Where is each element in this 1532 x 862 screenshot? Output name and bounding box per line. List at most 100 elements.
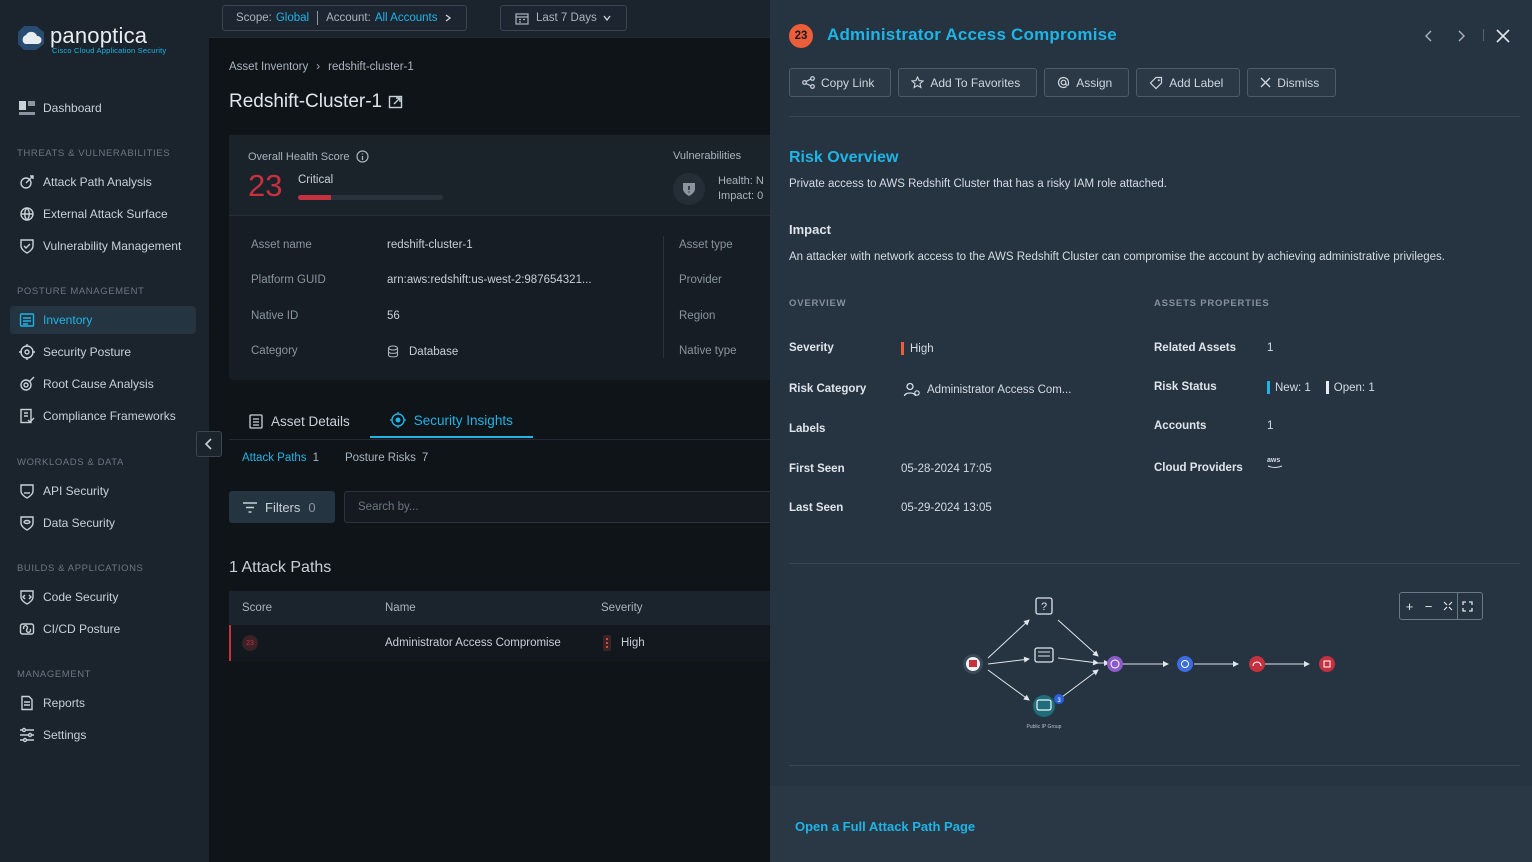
column-header[interactable]: Name — [385, 602, 416, 614]
prop-value: redshift-cluster-1 — [387, 239, 473, 251]
zoom-in-icon[interactable]: + — [1405, 598, 1414, 614]
filters-count: 0 — [308, 499, 316, 515]
sidebar-item-vulnerability-management[interactable]: Vulnerability Management — [10, 232, 196, 260]
prop-key: Asset type — [679, 239, 733, 251]
attack-path-detail-panel: 23 Administrator Access Compromise Copy … — [770, 0, 1532, 862]
impact-text: An attacker with network access to the A… — [789, 251, 1446, 263]
zoom-out-icon[interactable]: − — [1424, 598, 1433, 614]
breadcrumb-root[interactable]: Asset Inventory — [229, 61, 309, 73]
button-label: Dismiss — [1277, 75, 1320, 90]
graph-edge — [987, 669, 1030, 701]
share-icon — [802, 76, 815, 89]
next-button[interactable] — [1452, 27, 1470, 45]
sidebar-item-reports[interactable]: Reports — [10, 689, 196, 717]
risk-open-indicator — [1325, 381, 1329, 394]
button-label: Copy Link — [821, 75, 875, 90]
chevron-left-icon — [204, 438, 212, 450]
sidebar-item-dashboard[interactable]: Dashboard — [10, 94, 196, 122]
attack-path-graph[interactable]: ? 3 Public IP Group — [950, 590, 1350, 740]
accounts-label: Accounts — [1154, 420, 1207, 432]
assign-button[interactable]: Assign — [1044, 68, 1130, 97]
risk-category-text: Administrator Access Com... — [927, 384, 1072, 396]
graph-node-gateway[interactable] — [1034, 647, 1054, 663]
add-label-button[interactable]: Add Label — [1136, 68, 1241, 97]
insights-target-icon — [389, 412, 406, 428]
impact-title: Impact — [789, 222, 831, 237]
last-seen-value: 05-29-2024 13:05 — [901, 502, 992, 514]
logo[interactable]: panoptica Cisco Cloud Application Securi… — [16, 24, 166, 55]
tab-security-insights[interactable]: Security Insights — [369, 404, 533, 438]
health-summary: Overall Health Score 23 Critical Vulnera… — [229, 135, 789, 216]
button-label: Assign — [1076, 75, 1113, 90]
column-header[interactable]: Score — [242, 602, 273, 614]
account-label: Account: — [326, 12, 371, 24]
risk-score-badge: 23 — [789, 24, 813, 48]
cloud-providers-label: Cloud Providers — [1154, 462, 1243, 474]
sidebar: panoptica Cisco Cloud Application Securi… — [0, 0, 209, 862]
graph-node-redshift[interactable] — [1107, 656, 1123, 672]
external-link-icon[interactable] — [388, 94, 404, 110]
graph-node-source[interactable] — [963, 654, 983, 674]
graph-node-unknown[interactable]: ? — [1035, 597, 1053, 615]
calendar-icon — [515, 12, 529, 25]
date-range-selector[interactable]: Last 7 Days — [500, 5, 627, 31]
sidebar-section-title: POSTURE MANAGEMENT — [17, 286, 145, 297]
fullscreen-icon[interactable] — [1457, 593, 1477, 619]
add-to-favorites-button[interactable]: Add To Favorites — [898, 68, 1038, 97]
admin-user-icon — [903, 382, 920, 397]
sidebar-item-attack-path-analysis[interactable]: Attack Path Analysis — [10, 168, 196, 196]
sidebar-item-external-attack-surface[interactable]: External Attack Surface — [10, 200, 196, 228]
subtab-posture-risks[interactable]: Posture Risks 7 — [345, 452, 428, 464]
info-icon[interactable] — [355, 150, 369, 163]
table-row[interactable]: 23 Administrator Access Compromise High — [229, 625, 809, 661]
copy-link-button[interactable]: Copy Link — [789, 68, 892, 97]
sidebar-section-title: WORKLOADS & DATA — [17, 457, 124, 468]
report-icon — [18, 694, 36, 712]
close-icon — [1260, 77, 1271, 88]
scope-selector[interactable]: Scope: Global Account: All Accounts — [222, 5, 468, 31]
previous-button[interactable] — [1420, 27, 1438, 45]
sidebar-item-security-posture[interactable]: Security Posture — [10, 338, 196, 366]
prop-key: Native ID — [251, 310, 299, 322]
tab-asset-details[interactable]: Asset Details — [229, 404, 370, 438]
related-assets-value: 1 — [1267, 342, 1274, 354]
close-button[interactable] — [1494, 27, 1512, 45]
sidebar-item-data-security[interactable]: Data Security — [10, 509, 196, 537]
sidebar-item-code-security[interactable]: Code Security — [10, 583, 196, 611]
prop-value-category: Database — [387, 345, 458, 358]
graph-node-admin[interactable] — [1319, 656, 1335, 672]
search-input[interactable]: Search by... — [344, 491, 804, 523]
sidebar-item-inventory[interactable]: Inventory — [10, 306, 196, 334]
risk-category-label: Risk Category — [789, 383, 867, 395]
open-full-attack-path-link[interactable]: Open a Full Attack Path Page — [795, 819, 976, 834]
graph-edge — [1057, 619, 1099, 657]
subtab-count: 1 — [312, 452, 319, 464]
tag-icon — [1149, 76, 1163, 89]
graph-node-policy[interactable] — [1249, 656, 1265, 672]
sidebar-item-label: Data Security — [43, 516, 116, 530]
related-assets-label: Related Assets — [1154, 342, 1237, 354]
column-header[interactable]: Severity — [601, 602, 643, 614]
graph-edge — [987, 656, 1030, 665]
prop-key: Region — [679, 310, 716, 322]
sidebar-item-compliance-frameworks[interactable]: Compliance Frameworks — [10, 402, 196, 430]
sidebar-collapse-button[interactable] — [196, 431, 222, 457]
sidebar-item-settings[interactable]: Settings — [10, 721, 196, 749]
risk-category-value[interactable]: Administrator Access Com... — [903, 382, 1071, 398]
sidebar-item-cicd-posture[interactable]: CI/CD Posture — [10, 615, 196, 643]
brand-name: panoptica — [50, 23, 148, 48]
dismiss-button[interactable]: Dismiss — [1247, 68, 1337, 97]
graph-node-public-ip-group[interactable]: 3 Public IP Group — [1027, 694, 1064, 730]
severity-text: High — [910, 342, 934, 355]
account-value: All Accounts — [374, 12, 438, 24]
graph-node-iam-role[interactable] — [1177, 656, 1193, 672]
sidebar-item-api-security[interactable]: API Security — [10, 477, 196, 505]
risk-overview-title: Risk Overview — [789, 149, 899, 166]
subtab-attack-paths[interactable]: Attack Paths 1 — [242, 452, 319, 464]
filters-button[interactable]: Filters 0 — [229, 491, 335, 523]
fit-view-icon[interactable] — [1438, 593, 1457, 619]
at-sign-icon — [1058, 76, 1070, 89]
graph-edge — [1057, 657, 1099, 666]
sidebar-item-root-cause-analysis[interactable]: Root Cause Analysis — [10, 370, 196, 398]
severity-label: Severity — [789, 342, 834, 354]
